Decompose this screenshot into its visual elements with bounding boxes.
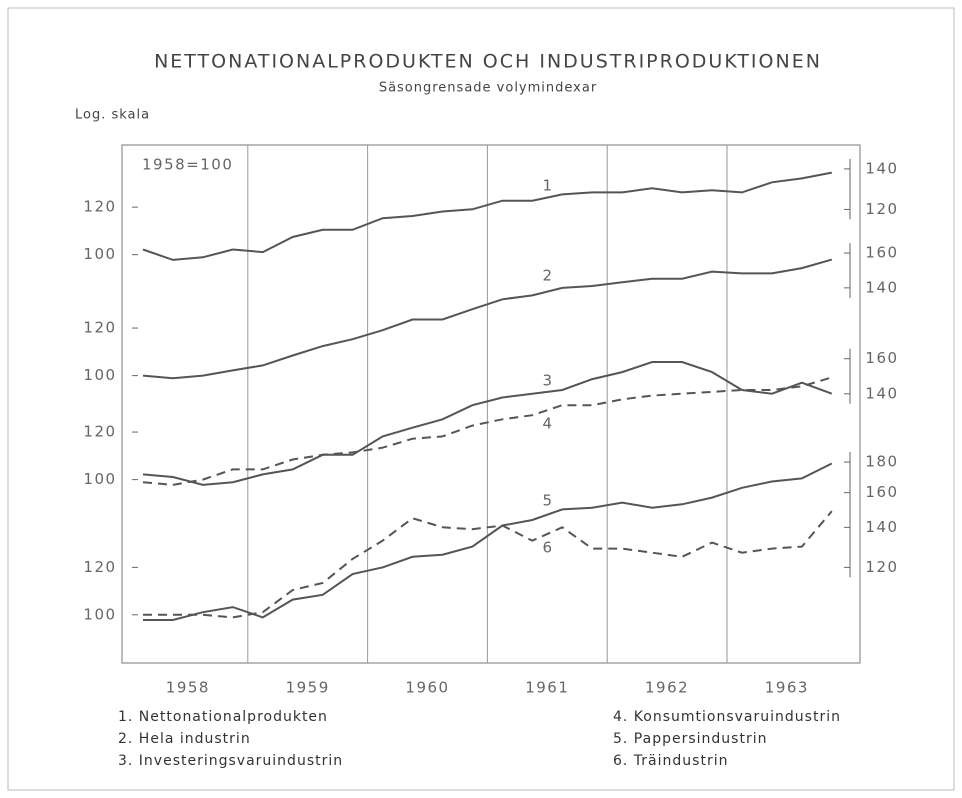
x-tick-label: 1961 [525, 679, 569, 697]
line-series [142, 171, 832, 261]
x-tick-label: 1962 [645, 679, 689, 697]
x-tick-label: 1960 [405, 679, 449, 697]
line-series [143, 462, 833, 621]
y-tick-label: 120 [83, 558, 116, 576]
y-tick-label: 100 [83, 605, 116, 623]
line-label: 5 [542, 492, 553, 510]
x-tick-label: 1958 [166, 679, 210, 697]
legend-label: 3. Investeringsvaruindustrin [118, 753, 343, 769]
page-frame [7, 7, 955, 791]
line-series [142, 376, 833, 486]
chart-title: NETTONATIONALPRODUKTEN OCH INDUSTRIPRODU… [154, 51, 822, 73]
plot-frame [121, 144, 861, 664]
line-series [142, 361, 833, 486]
legend-label: 4. Konsumtionsvaruindustrin [613, 709, 841, 725]
legend-label: 2. Hela industrin [118, 731, 251, 747]
line-series [142, 258, 833, 380]
annotation: 1958=100 [142, 156, 233, 174]
y-tick-label: 120 [83, 319, 116, 337]
line-label: 3 [542, 372, 553, 390]
line-label: 4 [542, 415, 553, 433]
y2-tick-label: 160 [865, 244, 898, 262]
y2-tick-label: 140 [865, 384, 898, 402]
y-axis-label: Log. skala [75, 108, 150, 123]
y2-tick-label: 160 [865, 349, 898, 367]
y-tick-label: 120 [83, 423, 116, 441]
y-tick-label: 100 [83, 470, 116, 488]
y2-tick-label: 140 [865, 518, 898, 536]
y-tick-label: 120 [83, 198, 116, 216]
y2-tick-label: 160 [865, 483, 898, 501]
line-label: 1 [542, 177, 553, 195]
x-tick-label: 1959 [286, 679, 330, 697]
line-series [143, 510, 833, 619]
legend-label: 5. Pappersindustrin [613, 731, 767, 747]
y2-tick-label: 120 [865, 558, 898, 576]
y-tick-label: 100 [83, 366, 116, 384]
line-label: 6 [542, 539, 553, 557]
y2-tick-label: 180 [865, 453, 898, 471]
y2-tick-label: 140 [865, 159, 898, 177]
chart-subtitle: Säsongrensade volymindexar [379, 81, 597, 96]
y2-tick-label: 120 [865, 200, 898, 218]
legend-label: 6. Träindustrin [613, 753, 728, 769]
line-label: 2 [542, 267, 553, 285]
y2-tick-label: 140 [865, 278, 898, 296]
legend-label: 1. Nettonationalprodukten [118, 709, 328, 725]
x-tick-label: 1963 [765, 679, 809, 697]
y-tick-label: 100 [83, 245, 116, 263]
